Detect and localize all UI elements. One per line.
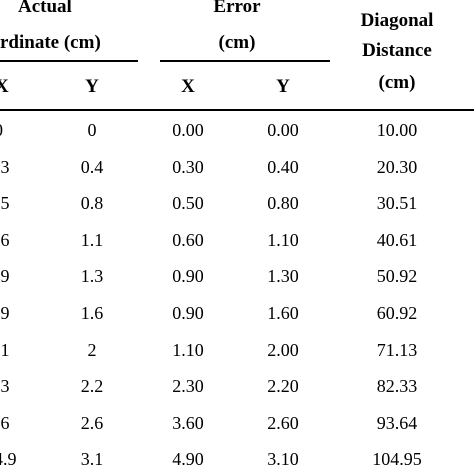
- cell-actual-x: 4.9: [0, 449, 17, 470]
- header-diagonal-line1: Diagonal: [360, 10, 434, 31]
- cell-error-y: 2.20: [267, 376, 299, 397]
- cell-actual-y: 1.3: [80, 266, 104, 287]
- col-header-actual-y: Y: [85, 76, 99, 97]
- cell-error-x: 2.30: [172, 376, 204, 397]
- cell-actual-y: 2.2: [80, 376, 104, 397]
- cell-error-x: 1.10: [172, 339, 204, 360]
- cell-diagonal-distance: 30.51: [376, 193, 418, 214]
- cell-error-y: 3.10: [267, 449, 299, 470]
- cell-diagonal-distance: 20.30: [376, 156, 418, 177]
- col-header-error-y: Y: [276, 76, 290, 97]
- cell-actual-x: .9: [0, 303, 10, 323]
- header-diagonal-line3: (cm): [378, 72, 416, 93]
- rule-actual: [0, 60, 138, 62]
- cell-error-y: 0.00: [267, 120, 299, 140]
- cell-diagonal-distance: 71.13: [376, 339, 418, 360]
- cell-actual-x: .1: [0, 339, 10, 360]
- cell-diagonal-distance: 93.64: [376, 412, 418, 433]
- cell-error-x: 3.60: [172, 412, 204, 433]
- cell-diagonal-distance: 40.61: [376, 229, 418, 250]
- header-actual-line2: rdinate (cm): [0, 32, 101, 53]
- cell-error-x: 0.50: [172, 193, 204, 214]
- cell-error-y: 2.00: [267, 339, 299, 360]
- cell-actual-x: .6: [0, 229, 10, 250]
- cell-diagonal-distance: 82.33: [376, 376, 418, 397]
- cell-actual-x: .9: [0, 266, 10, 287]
- cell-actual-y: 2.6: [80, 412, 104, 433]
- cell-actual-y: 1.6: [80, 303, 104, 323]
- header-diagonal-line2: Distance: [362, 40, 432, 61]
- cell-actual-x: .3: [0, 376, 10, 397]
- header-actual-line1: Actual: [18, 0, 72, 17]
- cell-diagonal-distance: 60.92: [376, 303, 418, 323]
- cell-error-y: 1.10: [267, 229, 299, 250]
- cell-error-x: 0.30: [172, 156, 204, 177]
- cell-error-y: 0.80: [267, 193, 299, 214]
- cell-actual-x: .3: [0, 156, 10, 177]
- cell-diagonal-distance: 50.92: [376, 266, 418, 287]
- cell-actual-y: 2: [87, 339, 97, 360]
- cell-error-x: 0.90: [172, 303, 204, 323]
- cell-diagonal-distance: 10.00: [376, 120, 418, 140]
- cell-error-x: 0.60: [172, 229, 204, 250]
- cell-error-x: 4.90: [172, 449, 204, 470]
- header-error-line1: Error: [213, 0, 261, 17]
- cell-actual-y: 0.4: [80, 156, 104, 177]
- cell-error-y: 0.40: [267, 156, 299, 177]
- cell-actual-y: 3.1: [80, 449, 104, 470]
- rule-error: [160, 60, 330, 62]
- rule-header-bottom: [0, 109, 474, 111]
- header-error-line2: (cm): [218, 32, 256, 53]
- cell-error-y: 1.30: [267, 266, 299, 287]
- cell-error-x: 0.00: [172, 120, 204, 140]
- cell-actual-x: 0: [0, 119, 3, 141]
- col-header-error-x: X: [181, 76, 195, 97]
- cell-error-x: 0.90: [172, 266, 204, 287]
- cell-actual-y: 1.1: [80, 229, 104, 250]
- cell-error-y: 1.60: [267, 303, 299, 323]
- cell-actual-y: 0.8: [80, 193, 104, 214]
- cell-actual-x: .6: [0, 412, 10, 433]
- cell-diagonal-distance: 104.95: [372, 449, 422, 470]
- col-header-actual-x: X: [0, 76, 9, 97]
- cell-error-y: 2.60: [267, 412, 299, 433]
- cell-actual-y: 0: [87, 120, 97, 140]
- cell-actual-x: .5: [0, 193, 10, 214]
